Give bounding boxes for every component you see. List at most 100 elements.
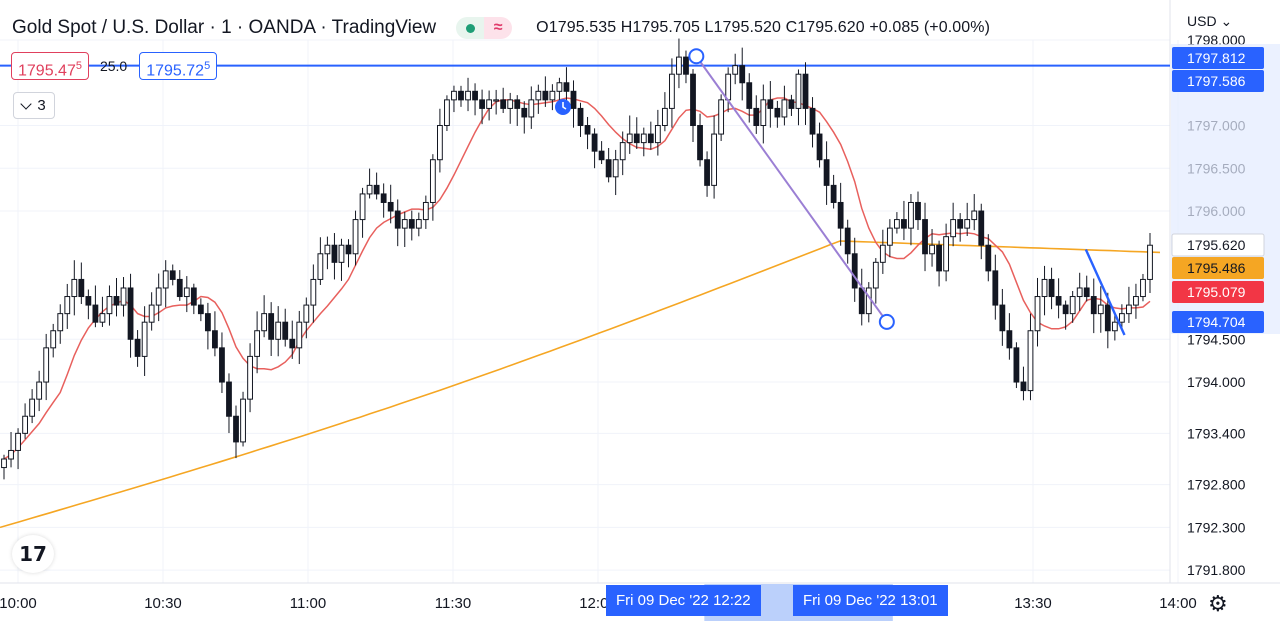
candle-body bbox=[971, 210, 978, 221]
candle-body bbox=[141, 321, 148, 357]
candle-body bbox=[29, 398, 36, 417]
candle-body bbox=[1006, 330, 1013, 349]
gear-icon[interactable]: ⚙ bbox=[1208, 591, 1228, 616]
candle-body bbox=[1, 458, 7, 469]
candle-body bbox=[148, 304, 155, 323]
candle-body bbox=[661, 107, 668, 127]
price-tag bbox=[1172, 47, 1264, 69]
trend-segment[interactable] bbox=[1084, 249, 1126, 336]
market-open-icon[interactable] bbox=[456, 17, 485, 39]
candle-body bbox=[1069, 296, 1076, 315]
candle-body bbox=[886, 227, 893, 246]
trend-line-anchor-start[interactable] bbox=[688, 48, 705, 65]
ma-slow-line bbox=[0, 240, 1161, 529]
candle-body bbox=[155, 287, 162, 306]
candle-body bbox=[915, 201, 921, 221]
candle-body bbox=[345, 244, 352, 255]
candle-body bbox=[472, 90, 478, 101]
chevron-down-icon bbox=[20, 97, 32, 110]
candle-body bbox=[879, 244, 886, 263]
alarm-clock-hands bbox=[562, 102, 567, 110]
candle-body bbox=[415, 219, 422, 229]
candle-body bbox=[422, 201, 429, 221]
candle-body bbox=[647, 133, 654, 144]
candle-body bbox=[1140, 278, 1146, 298]
candle-body bbox=[549, 90, 556, 101]
candle-body bbox=[1126, 304, 1132, 315]
candle-body bbox=[893, 219, 900, 229]
candle-body bbox=[1013, 347, 1020, 383]
candle-body bbox=[380, 193, 387, 203]
candle-body bbox=[15, 432, 21, 451]
candle-body bbox=[268, 313, 275, 340]
price-tag-label: 1797.812 bbox=[1187, 50, 1246, 66]
candle-body bbox=[240, 398, 246, 443]
candle-body bbox=[366, 184, 373, 195]
candle-body bbox=[169, 270, 176, 280]
candle-body bbox=[120, 287, 127, 306]
candle-body bbox=[577, 107, 584, 127]
candle-body bbox=[324, 244, 331, 255]
ohlc-readout: O1795.535 H1795.705 L1795.520 C1795.620 … bbox=[536, 19, 991, 36]
candle-body bbox=[1118, 313, 1125, 323]
candle-body bbox=[162, 270, 169, 289]
candle-body bbox=[458, 90, 464, 101]
candle-body bbox=[437, 125, 443, 161]
x-tick-label: 11:00 bbox=[290, 595, 326, 612]
candle-body bbox=[851, 253, 858, 289]
candle-body bbox=[760, 99, 767, 127]
candle-body bbox=[71, 278, 78, 298]
candle-body bbox=[795, 73, 802, 109]
trend-line-anchor-end[interactable] bbox=[878, 313, 895, 330]
drawings[interactable] bbox=[555, 48, 1126, 336]
candle-body bbox=[204, 313, 211, 332]
candle-body bbox=[1104, 304, 1111, 332]
candle-body bbox=[282, 321, 289, 340]
candle-body bbox=[1020, 381, 1027, 392]
symbol-title[interactable]: Gold Spot / U.S. Dollar · 1 · OANDA · Tr… bbox=[12, 17, 437, 38]
price-tag bbox=[1171, 233, 1265, 257]
candle-body bbox=[465, 90, 471, 101]
currency-menu[interactable]: USD ⌄ bbox=[1187, 13, 1232, 30]
approx-icon[interactable]: ≈ bbox=[484, 17, 513, 39]
y-tick-label: 1794.500 bbox=[1187, 331, 1246, 347]
candle-body bbox=[704, 159, 710, 186]
tradingview-logo-icon[interactable]: 17 bbox=[12, 535, 54, 573]
x-tick-label: 10:00 bbox=[0, 595, 37, 612]
candle-body bbox=[92, 304, 99, 323]
candle-body bbox=[739, 65, 746, 84]
candle-body bbox=[528, 99, 535, 118]
time-badge-end: Fri 09 Dec '22 13:01 bbox=[793, 585, 948, 616]
candle-body bbox=[690, 73, 696, 127]
candle-body bbox=[1083, 287, 1090, 298]
candle-body bbox=[669, 73, 675, 109]
candle-body bbox=[310, 278, 317, 306]
candle-body bbox=[816, 133, 823, 161]
candle-body bbox=[352, 219, 359, 255]
candle-body bbox=[127, 287, 134, 340]
candle-body bbox=[113, 296, 120, 306]
candle-body bbox=[134, 338, 141, 357]
sell-button[interactable]: 1795.475 bbox=[11, 52, 89, 80]
buy-button[interactable]: 1795.725 bbox=[139, 52, 218, 80]
candle-body bbox=[99, 313, 106, 323]
trend-line[interactable] bbox=[695, 55, 888, 323]
candle-body bbox=[844, 227, 851, 255]
candle-body bbox=[802, 73, 809, 109]
quote-row: 1795.475 25.0 1795.725 bbox=[11, 52, 218, 80]
candle-body bbox=[212, 330, 218, 349]
candle-body bbox=[521, 107, 528, 118]
x-tick-label: 11:30 bbox=[435, 595, 471, 612]
candle-body bbox=[507, 99, 514, 109]
sell-price: 1795.47 bbox=[18, 62, 76, 80]
status-pill[interactable]: ≈ bbox=[456, 17, 513, 39]
buy-price: 1795.72 bbox=[146, 62, 205, 80]
candle-body bbox=[964, 219, 971, 229]
green-dot-icon bbox=[465, 23, 475, 33]
y-tick-label: 1792.300 bbox=[1187, 519, 1246, 535]
candle-body bbox=[999, 304, 1006, 332]
indicators-toggle-button[interactable]: 3 bbox=[13, 92, 55, 119]
candle-body bbox=[584, 125, 591, 135]
candle-body bbox=[1111, 321, 1118, 332]
